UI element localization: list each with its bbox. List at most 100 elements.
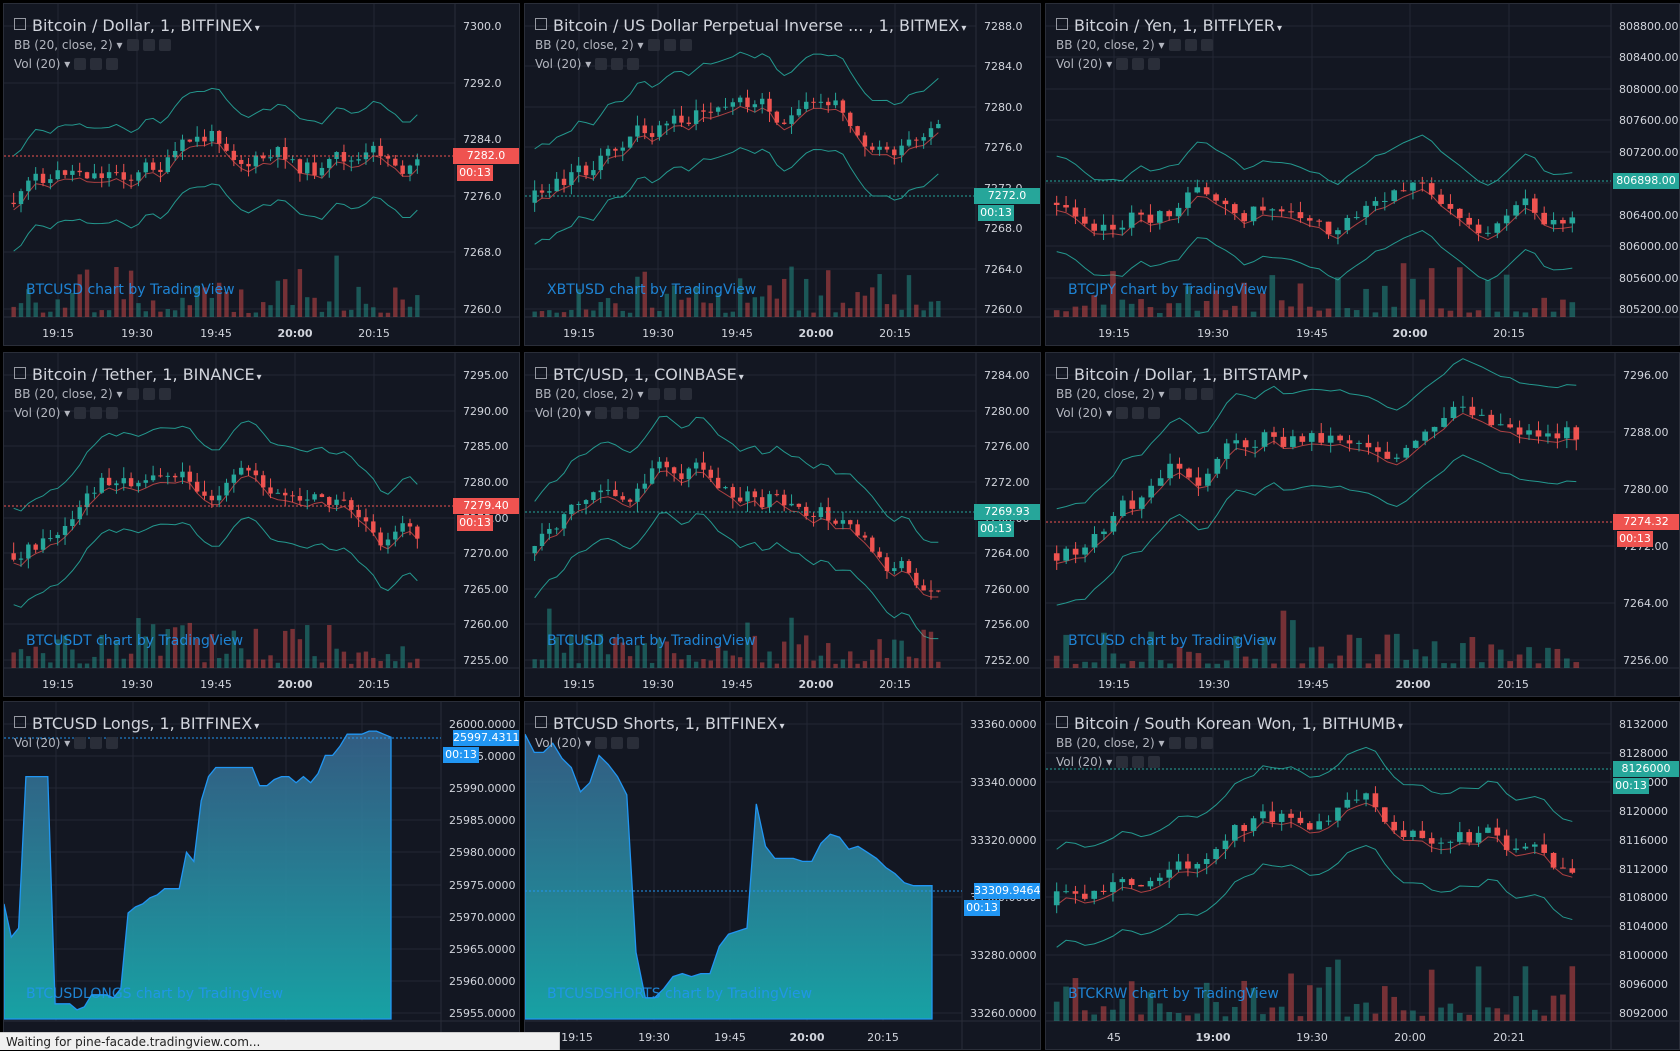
chevron-down-icon[interactable]: ▾ <box>256 372 262 383</box>
chart-canvas[interactable]: 7300.0 7292.0 7284.0 7276.0 7268.0 7260.0 19:1… <box>4 4 520 346</box>
vol-indicator-legend[interactable]: Vol (20) ▾ <box>14 406 119 420</box>
eye-icon[interactable] <box>595 407 608 419</box>
chart-canvas[interactable]: 7295.007290.007285.007280.007275.007270.… <box>4 353 520 697</box>
gear-icon[interactable] <box>611 407 624 419</box>
chevron-down-icon[interactable]: ▾ <box>1102 406 1113 420</box>
gear-icon[interactable] <box>1132 756 1145 768</box>
chart-canvas[interactable]: 8132000812800081240008120000811600081120… <box>1046 702 1680 1050</box>
chevron-down-icon[interactable]: ▾ <box>254 23 260 34</box>
chevron-down-icon[interactable]: ▾ <box>1154 736 1165 750</box>
tradingview-watermark[interactable]: BTCJPY chart by TradingView <box>1068 282 1268 298</box>
collapse-icon[interactable] <box>1056 18 1068 30</box>
vol-indicator-legend[interactable]: Vol (20) ▾ <box>535 57 640 71</box>
chart-title[interactable]: Bitcoin / Tether, 1, BINANCE ▾ <box>14 365 262 384</box>
close-icon[interactable] <box>106 58 119 70</box>
chevron-down-icon[interactable]: ▾ <box>112 38 123 52</box>
collapse-icon[interactable] <box>1056 716 1068 728</box>
chart-title[interactable]: BTCUSD Shorts, 1, BITFINEX ▾ <box>535 714 785 733</box>
chart-panel[interactable]: 808800.00 808400.00 808000.00 807600.00 8072… <box>1045 3 1680 346</box>
bb-indicator-legend[interactable]: BB (20, close, 2) ▾ <box>1056 387 1213 401</box>
chevron-down-icon[interactable]: ▾ <box>581 57 592 71</box>
chart-canvas[interactable]: 33360.000033340.000033320.000033300.0000… <box>525 702 1041 1050</box>
gear-icon[interactable] <box>1132 58 1145 70</box>
chevron-down-icon[interactable]: ▾ <box>254 721 260 732</box>
close-icon[interactable] <box>627 58 640 70</box>
chevron-down-icon[interactable]: ▾ <box>112 387 123 401</box>
eye-icon[interactable] <box>1168 737 1181 749</box>
gear-icon[interactable] <box>90 407 103 419</box>
gear-icon[interactable] <box>1184 737 1197 749</box>
close-icon[interactable] <box>1148 407 1161 419</box>
chart-panel[interactable]: 7300.0 7292.0 7284.0 7276.0 7268.0 7260.0 19:1… <box>3 3 520 346</box>
chart-title[interactable]: Bitcoin / Dollar, 1, BITSTAMP ▾ <box>1056 365 1308 384</box>
chevron-down-icon[interactable]: ▾ <box>60 406 71 420</box>
close-icon[interactable] <box>1148 756 1161 768</box>
close-icon[interactable] <box>158 388 171 400</box>
eye-icon[interactable] <box>647 39 660 51</box>
collapse-icon[interactable] <box>14 18 26 30</box>
chart-title[interactable]: Bitcoin / South Korean Won, 1, BITHUMB ▾ <box>1056 714 1403 733</box>
chart-canvas[interactable]: 7284.007280.007276.007272.007268.007264.… <box>525 353 1041 697</box>
gear-icon[interactable] <box>611 58 624 70</box>
close-icon[interactable] <box>679 39 692 51</box>
gear-icon[interactable] <box>611 737 624 749</box>
gear-icon[interactable] <box>1132 407 1145 419</box>
bb-indicator-legend[interactable]: BB (20, close, 2) ▾ <box>535 387 692 401</box>
chevron-down-icon[interactable]: ▾ <box>738 372 744 383</box>
eye-icon[interactable] <box>595 737 608 749</box>
eye-icon[interactable] <box>126 388 139 400</box>
chart-panel[interactable]: 7284.007280.007276.007272.007268.007264.… <box>524 352 1041 697</box>
close-icon[interactable] <box>1200 39 1213 51</box>
tradingview-watermark[interactable]: XBTUSD chart by TradingView <box>547 282 757 298</box>
gear-icon[interactable] <box>1184 39 1197 51</box>
chevron-down-icon[interactable]: ▾ <box>633 387 644 401</box>
bb-indicator-legend[interactable]: BB (20, close, 2) ▾ <box>1056 38 1213 52</box>
close-icon[interactable] <box>1200 388 1213 400</box>
chevron-down-icon[interactable]: ▾ <box>961 23 967 34</box>
vol-indicator-legend[interactable]: Vol (20) ▾ <box>1056 755 1161 769</box>
tradingview-watermark[interactable]: BTCUSDSHORTS chart by TradingView <box>547 986 813 1002</box>
chart-title[interactable]: Bitcoin / Yen, 1, BITFLYER ▾ <box>1056 16 1282 35</box>
chart-title[interactable]: Bitcoin / Dollar, 1, BITFINEX ▾ <box>14 16 260 35</box>
bb-indicator-legend[interactable]: BB (20, close, 2) ▾ <box>1056 736 1213 750</box>
collapse-icon[interactable] <box>535 18 547 30</box>
eye-icon[interactable] <box>1168 388 1181 400</box>
chart-panel[interactable]: 7288.0 7284.0 7280.0 7276.0 7272.0 7268.0 7264… <box>524 3 1041 346</box>
chart-panel[interactable]: 7296.007288.007280.007272.007264.007256.… <box>1045 352 1680 697</box>
eye-icon[interactable] <box>74 737 87 749</box>
close-icon[interactable] <box>679 388 692 400</box>
chart-title[interactable]: Bitcoin / US Dollar Perpetual Inverse ..… <box>535 16 966 35</box>
chart-panel[interactable]: 7295.007290.007285.007280.007275.007270.… <box>3 352 520 697</box>
chevron-down-icon[interactable]: ▾ <box>1277 23 1283 34</box>
eye-icon[interactable] <box>647 388 660 400</box>
gear-icon[interactable] <box>1184 388 1197 400</box>
chart-canvas[interactable]: 808800.00 808400.00 808000.00 807600.00 8072… <box>1046 4 1680 346</box>
collapse-icon[interactable] <box>14 367 26 379</box>
collapse-icon[interactable] <box>14 716 26 728</box>
gear-icon[interactable] <box>90 58 103 70</box>
chevron-down-icon[interactable]: ▾ <box>779 721 785 732</box>
vol-indicator-legend[interactable]: Vol (20) ▾ <box>1056 57 1161 71</box>
gear-icon[interactable] <box>142 388 155 400</box>
chevron-down-icon[interactable]: ▾ <box>1154 38 1165 52</box>
close-icon[interactable] <box>1200 737 1213 749</box>
gear-icon[interactable] <box>142 39 155 51</box>
tradingview-watermark[interactable]: BTCUSD chart by TradingView <box>547 633 756 649</box>
eye-icon[interactable] <box>126 39 139 51</box>
close-icon[interactable] <box>106 407 119 419</box>
collapse-icon[interactable] <box>1056 367 1068 379</box>
eye-icon[interactable] <box>1116 58 1129 70</box>
eye-icon[interactable] <box>595 58 608 70</box>
eye-icon[interactable] <box>74 58 87 70</box>
close-icon[interactable] <box>627 407 640 419</box>
bb-indicator-legend[interactable]: BB (20, close, 2) ▾ <box>14 387 171 401</box>
collapse-icon[interactable] <box>535 367 547 379</box>
chevron-down-icon[interactable]: ▾ <box>1302 372 1308 383</box>
chart-canvas[interactable]: 7296.007288.007280.007272.007264.007256.… <box>1046 353 1680 697</box>
vol-indicator-legend[interactable]: Vol (20) ▾ <box>535 736 640 750</box>
tradingview-watermark[interactable]: BTCUSD chart by TradingView <box>26 282 235 298</box>
tradingview-watermark[interactable]: BTCUSDT chart by TradingView <box>26 633 244 649</box>
vol-indicator-legend[interactable]: Vol (20) ▾ <box>14 736 119 750</box>
collapse-icon[interactable] <box>535 716 547 728</box>
tradingview-watermark[interactable]: BTCKRW chart by TradingView <box>1068 986 1279 1002</box>
